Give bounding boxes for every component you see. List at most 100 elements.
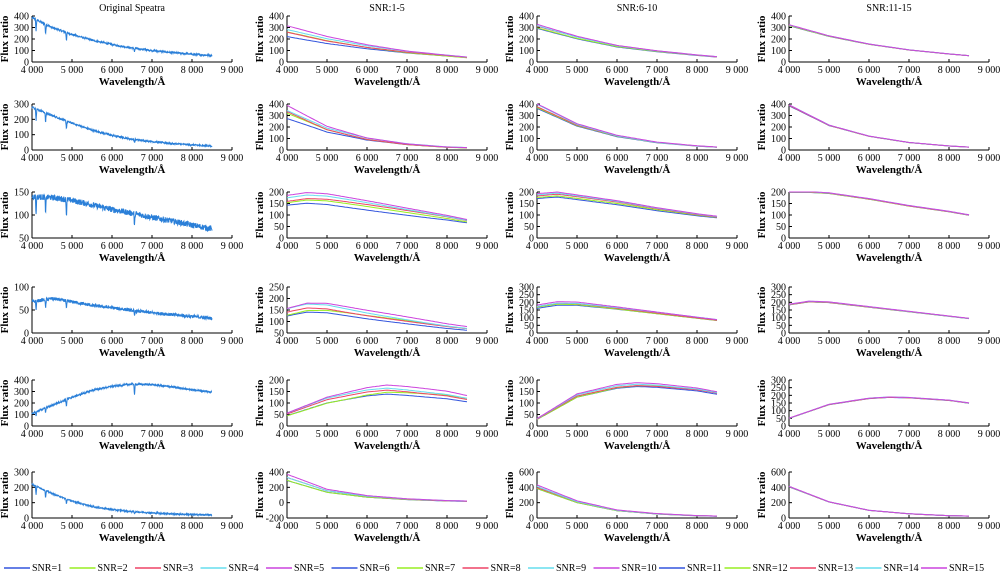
x-tick-label: 9 000 [978,153,1000,164]
legend-label: SNR=14 [884,563,919,574]
x-tick-label: 4 000 [526,65,549,76]
y-axis-label: Flux ratio [756,15,768,62]
y-tick-label: 200 [269,35,284,46]
x-axis-label: Wavelength/Å [604,76,671,88]
x-tick-label: 9 000 [726,65,749,76]
series-line [286,384,468,414]
x-axis-label: Wavelength/Å [604,440,671,452]
y-tick-label: 300 [14,23,29,34]
x-tick-label: 9 000 [221,429,244,440]
x-tick-label: 8 000 [436,241,459,252]
series-line [788,396,970,419]
x-tick-label: 8 000 [686,429,709,440]
y-tick-label: 50 [776,222,786,233]
y-axis-label: Flux ratio [0,471,11,518]
x-tick-label: 6 000 [101,65,124,76]
x-tick-label: 8 000 [436,65,459,76]
x-tick-label: 8 000 [181,241,204,252]
x-tick-label: 9 000 [978,65,1000,76]
series-line [286,199,468,223]
x-tick-label: 7 000 [898,521,921,532]
x-axis-label: Wavelength/Å [856,164,923,176]
x-tick-label: 7 000 [898,429,921,440]
series-line [286,473,467,502]
x-tick-label: 6 000 [606,65,629,76]
series-line [286,112,468,149]
y-tick-label: 150 [269,199,284,210]
x-tick-label: 7 000 [646,429,669,440]
y-tick-label: 0 [781,329,786,340]
y-tick-label: 100 [269,317,284,328]
series-line [286,389,468,415]
y-tick-label: 600 [519,468,534,479]
y-tick-label: 100 [771,211,786,222]
y-tick-label: 100 [771,134,786,145]
x-tick-label: 6 000 [858,336,881,347]
y-tick-label: 300 [519,111,534,122]
y-tick-label: 50 [274,329,284,340]
series-line [286,29,468,58]
series-line [788,25,970,57]
y-tick-label: 100 [14,130,29,141]
y-tick-label: 300 [269,111,284,122]
y-tick-label: 150 [519,306,534,317]
y-tick-label: 200 [519,298,534,309]
subplot: 0 200 400 600 4 000 5 000 6 000 7 000 8 000 9 000… [756,468,1000,545]
x-tick-label: 4 000 [778,65,801,76]
x-tick-label: 9 000 [978,521,1000,532]
y-axis-label: Flux ratio [504,15,516,62]
x-tick-label: 7 000 [141,429,164,440]
y-axis-label: Flux ratio [254,103,266,150]
series-line [286,302,468,328]
y-tick-label: 250 [519,290,534,301]
y-tick-label: 400 [269,468,284,479]
series-line [789,191,970,216]
series-line [536,383,718,420]
y-tick-label: 100 [269,399,284,410]
y-tick-label: 200 [519,376,534,387]
x-tick-label: 4 000 [778,336,801,347]
y-tick-label: 0 [529,514,534,525]
y-tick-label: 100 [519,399,534,410]
y-tick-label: 100 [269,134,284,145]
x-tick-label: 8 000 [686,241,709,252]
original-spectrum-line [31,296,213,321]
y-tick-label: 0 [781,58,786,69]
x-tick-label: 7 000 [141,241,164,252]
original-spectrum-line [31,381,213,417]
y-tick-label: 0 [529,58,534,69]
x-tick-label: 4 000 [21,429,44,440]
x-tick-label: 5 000 [61,241,84,252]
x-tick-label: 6 000 [356,521,379,532]
x-axis-label: Wavelength/Å [604,532,671,544]
y-axis-label: Flux ratio [0,379,11,426]
legend-label: SNR=8 [491,563,521,574]
x-tick-label: 5 000 [316,241,339,252]
y-tick-label: 300 [771,376,786,387]
y-axis-label: Flux ratio [756,286,768,333]
y-tick-label: 0 [781,146,786,157]
x-tick-label: 7 000 [646,65,669,76]
y-tick-label: 300 [14,100,29,111]
y-tick-label: 0 [529,234,534,245]
original-spectrum-line [31,193,213,233]
x-tick-label: 9 000 [726,153,749,164]
y-tick-label: 100 [14,498,29,509]
series-line [536,484,717,517]
x-tick-label: 7 000 [396,153,419,164]
y-tick-label: 300 [519,283,534,294]
x-tick-label: 6 000 [606,336,629,347]
series-line [536,107,718,148]
y-tick-label: 200 [519,35,534,46]
series-line [536,103,718,148]
y-axis-label: Flux ratio [756,379,768,426]
y-tick-label: 0 [279,58,284,69]
x-tick-label: 4 000 [21,241,44,252]
y-tick-label: 200 [14,35,29,46]
x-tick-label: 7 000 [646,521,669,532]
x-tick-label: 5 000 [818,521,841,532]
series-line [286,192,468,220]
